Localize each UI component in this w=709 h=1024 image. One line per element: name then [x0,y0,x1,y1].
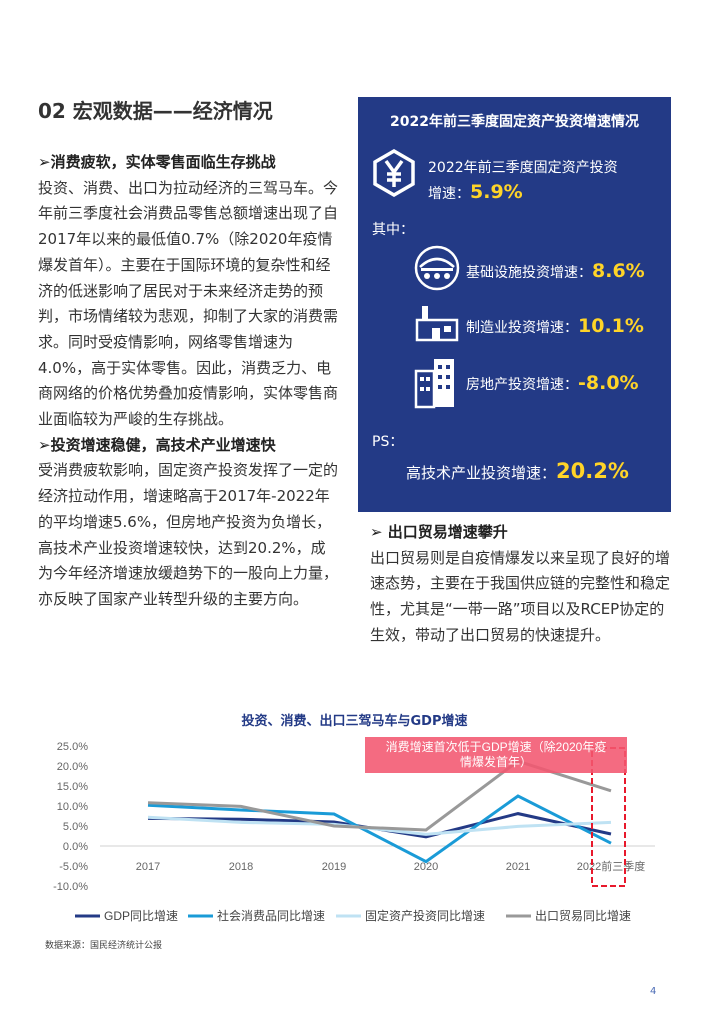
export-paragraph: 出口贸易则是自疫情爆发以来呈现了良好的增速态势，主要在于我国供应链的完整性和稳定… [370,548,671,644]
among-label: 其中： [372,222,414,238]
page-title: 02 宏观数据——经济情况 [38,99,273,123]
right-column: ➢ 出口贸易增速攀升 出口贸易则是自疫情爆发以来呈现了良好的增速态势，主要在于我… [370,520,675,649]
y-tick-label: -5.0% [59,861,88,873]
page-number: 4 [650,986,657,997]
source-note: 数据来源：国民经济统计公报 [45,941,163,951]
y-tick-label: -10.0% [53,881,88,893]
x-tick-label: 2021 [506,861,530,873]
y-tick-label: 15.0% [57,781,88,793]
y-tick-label: 10.0% [57,801,88,813]
hightech-item: 高技术产业投资增速：20.2% [406,459,629,483]
series-line-2 [147,794,612,864]
manufacturing-value: 10.1% [578,315,644,337]
y-tick-label: 5.0% [63,821,88,833]
building-icon [414,359,454,409]
yuan-icon [373,149,415,197]
manufacturing-label: 制造业投资增速： [466,320,578,336]
y-tick-label: 0.0% [63,841,88,853]
investment-paragraph: 受消费疲软影响，固定资产投资发挥了一定的经济拉动作用，增速略高于2017年-20… [38,461,339,608]
main-label-line1: 2022年前三季度固定资产投资 [428,160,618,176]
panel-title: 2022年前三季度固定资产投资增速情况 [390,114,639,130]
export-heading: ➢ 出口贸易增速攀升 [370,523,508,541]
consumption-paragraph: 投资、消费、出口为拉动经济的三驾马车。今年前三季度社会消费品零售总额增速出现了自… [38,178,339,429]
factory-icon [415,306,459,342]
real-estate-item: 房地产投资增速：-8.0% [466,372,639,394]
ps-label: PS： [372,434,404,450]
consumption-heading: ➢消费疲软，实体零售面临生存挑战 [38,153,276,171]
x-tick-label: 2022前三季度 [577,859,645,873]
investment-heading: ➢投资增速稳健，高技术产业增速快 [38,435,276,454]
infrastructure-item: 基础设施投资增速：8.6% [466,260,645,282]
hightech-value: 20.2% [556,459,629,483]
y-tick-label: 25.0% [57,741,88,753]
main-label-line2: 增速：5.9% [428,181,523,203]
infrastructure-label: 基础设施投资增速： [466,265,592,281]
main-label-suffix: 增速： [428,186,470,202]
manufacturing-item: 制造业投资增速：10.1% [466,315,644,337]
annotation-text-line2: 情爆发首年） [460,754,532,769]
real-estate-value: -8.0% [578,372,639,394]
legend-label: GDP同比增速 [104,909,178,923]
x-tick-label: 2017 [136,861,160,873]
bridge-icon [414,245,460,291]
legend-label: 社会消费品同比增速 [217,908,325,923]
annotation-text-line1: 消费增速首次低于GDP增速（除2020年疫 [386,739,607,754]
y-tick-label: 20.0% [57,761,88,773]
legend-label: 固定资产投资同比增速 [365,908,485,923]
x-tick-label: 2019 [322,861,346,873]
highlight-box [591,747,626,887]
x-tick-label: 2020 [414,861,438,873]
infrastructure-value: 8.6% [592,260,645,282]
line-chart: 25.0% 20.0% 15.0% 10.0% 5.0% 0.0% -5.0% -10.0% 2… [53,737,655,923]
real-estate-label: 房地产投资增速： [466,377,578,393]
hightech-label: 高技术产业投资增速： [406,464,557,482]
investment-panel: 2022年前三季度固定资产投资增速情况 2022年前三季度固定资产投资 增速：5… [358,97,671,512]
main-value: 5.9% [470,181,523,203]
legend-label: 出口贸易同比增速 [535,909,631,923]
annotation-box [365,737,627,773]
left-column: ➢消费疲软，实体零售面临生存挑战 投资、消费、出口为拉动经济的三驾马车。今年前三… [38,150,338,613]
x-tick-label: 2018 [229,861,253,873]
chart-title: 投资、消费、出口三驾马车与GDP增速 [241,714,468,729]
